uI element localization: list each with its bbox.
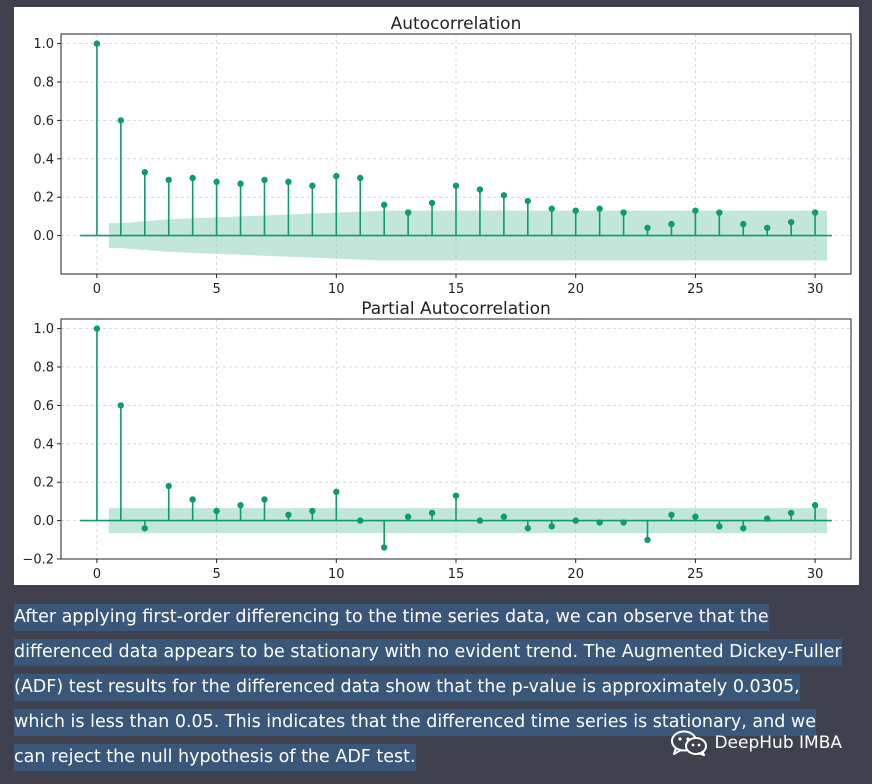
stem-marker — [476, 186, 484, 193]
stem-marker — [620, 209, 627, 216]
y-tick-label: 0.2 — [33, 191, 54, 206]
chart-title: Partial Autocorrelation — [361, 299, 551, 319]
stem-marker — [404, 513, 412, 520]
x-tick-label: 15 — [448, 567, 465, 582]
y-tick-label: 0.6 — [33, 399, 54, 414]
y-tick-label: 0.2 — [33, 476, 54, 491]
stem-marker — [644, 536, 651, 543]
stem-marker — [811, 209, 819, 216]
stem-marker — [548, 523, 555, 530]
watermark-text: DeepHub IMBA — [714, 733, 842, 753]
y-tick-label: 0.4 — [33, 437, 54, 452]
stem-marker — [787, 509, 795, 517]
stem-marker — [644, 224, 651, 232]
stem-marker — [764, 224, 771, 232]
stem-marker — [141, 525, 148, 532]
stem-marker — [452, 182, 460, 189]
stem-marker — [596, 205, 603, 212]
stem-marker — [404, 209, 412, 216]
stem-marker — [500, 192, 508, 199]
y-tick-label: 1.0 — [33, 322, 54, 337]
stem-marker — [596, 519, 603, 526]
x-tick-label: 15 — [448, 282, 465, 297]
stem-marker — [524, 525, 532, 532]
stem-marker — [237, 502, 244, 509]
stem-marker — [333, 172, 340, 180]
stem-marker — [93, 40, 101, 47]
y-tick-label: −0.2 — [22, 553, 54, 568]
stem-marker — [380, 544, 388, 551]
stem-marker — [668, 220, 675, 228]
stem-marker — [189, 174, 196, 182]
stem-marker — [309, 507, 316, 515]
stem-marker — [668, 511, 675, 519]
x-tick-label: 10 — [328, 282, 345, 297]
x-tick-label: 10 — [328, 567, 345, 582]
chart-panel-2: Partial Autocorrelation 0 5 10 15 20 25 30 −0.2 0… — [22, 299, 852, 582]
x-tick-label: 25 — [687, 567, 704, 582]
watermark: DeepHub IMBA — [670, 730, 842, 756]
stem-marker — [692, 207, 699, 214]
stem-marker — [524, 197, 532, 205]
stem-marker — [309, 182, 316, 189]
stem-marker — [428, 199, 436, 207]
y-tick-label: 1.0 — [33, 37, 54, 52]
x-tick-label: 5 — [212, 282, 220, 297]
stem-marker — [572, 207, 579, 214]
x-tick-label: 20 — [567, 567, 584, 582]
figure-panel: Autocorrelation 0 5 10 15 20 25 30 0.0 0.2 0.4 0.6 0… — [14, 7, 859, 585]
y-tick-label: 0.8 — [33, 76, 54, 91]
stem-marker — [117, 402, 125, 409]
stem-marker — [716, 523, 723, 530]
stem-marker — [811, 502, 819, 509]
stem-marker — [189, 496, 196, 503]
stem-marker — [141, 169, 148, 176]
x-tick-label: 25 — [687, 282, 704, 297]
stem-marker — [213, 178, 220, 186]
x-tick-label: 30 — [807, 567, 824, 582]
stem-marker — [500, 513, 508, 520]
stem-marker — [333, 488, 340, 495]
wechat-icon — [671, 730, 708, 756]
stem-marker — [261, 496, 268, 503]
stem-marker — [165, 482, 172, 490]
stem-marker — [572, 517, 579, 524]
chart-panel-1: Autocorrelation 0 5 10 15 20 25 30 0.0 0.2 0.4 0.6 0… — [33, 14, 852, 297]
stem-marker — [452, 492, 460, 499]
x-tick-label: 0 — [93, 282, 101, 297]
stem-marker — [213, 507, 220, 515]
stem-marker — [237, 180, 244, 187]
stem-marker — [548, 205, 555, 212]
stem-marker — [357, 174, 364, 182]
y-tick-label: 0.4 — [33, 152, 54, 167]
stem-marker — [740, 525, 747, 532]
stem-marker — [93, 325, 101, 332]
stem-marker — [740, 220, 747, 228]
y-tick-label: 0.0 — [33, 514, 54, 529]
x-tick-label: 0 — [93, 567, 101, 582]
chart-title: Autocorrelation — [391, 14, 522, 34]
stem-marker — [620, 519, 627, 526]
stem-marker — [285, 178, 292, 186]
chart-svg: Autocorrelation 0 5 10 15 20 25 30 0.0 0.2 0.4 0.6 0… — [22, 14, 852, 582]
x-tick-label: 30 — [807, 282, 824, 297]
stem-marker — [380, 201, 388, 209]
x-tick-label: 5 — [212, 567, 220, 582]
y-tick-label: 0.0 — [33, 229, 54, 244]
stem-marker — [117, 117, 125, 124]
stem-marker — [787, 218, 795, 226]
x-tick-label: 20 — [567, 282, 584, 297]
stem-marker — [716, 209, 723, 216]
stem-marker — [261, 176, 268, 184]
stem-marker — [357, 517, 364, 524]
stem-marker — [764, 515, 771, 522]
stem-marker — [692, 513, 699, 520]
y-tick-label: 0.6 — [33, 114, 54, 129]
stem-marker — [285, 511, 292, 519]
stem-marker — [165, 176, 172, 184]
stem-marker — [428, 509, 436, 517]
y-tick-label: 0.8 — [33, 361, 54, 376]
stem-marker — [476, 517, 484, 524]
